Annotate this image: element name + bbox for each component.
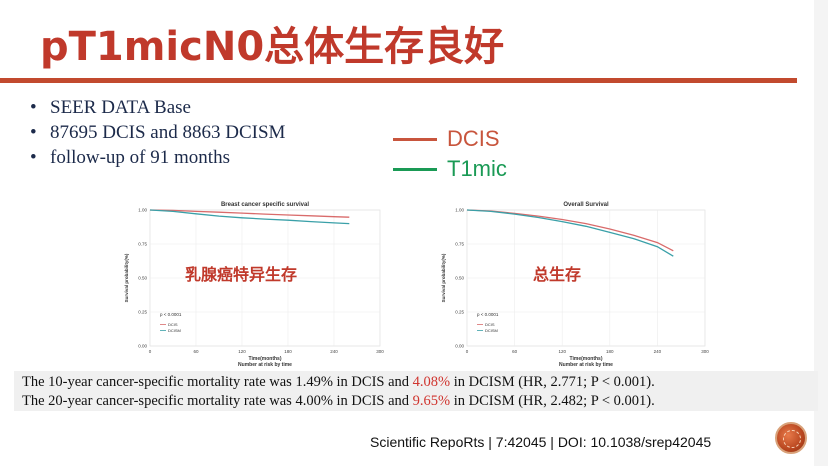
series-line-dcism (466, 209, 674, 257)
legend-label-dcis: DCIS (447, 126, 500, 151)
p-value-label: p < 0.0001 (477, 312, 499, 317)
citation: Scientific RepoRts | 7:42045 | DOI: 10.1… (370, 434, 712, 450)
mini-legend-label: DCISM (168, 328, 181, 333)
x-tick-label: 180 (284, 349, 292, 354)
x-tick-label: 240 (330, 349, 338, 354)
risk-table-label: Number at risk by time (559, 362, 613, 368)
y-axis-label: Survival probability(%) (124, 253, 129, 302)
mini-legend-label: DCIS (168, 322, 178, 327)
chart-caption-os: 总生存 (533, 265, 582, 284)
x-axis-label: Time(months) (249, 356, 282, 362)
slide-edge (814, 0, 828, 466)
big-legend: DCIS T1mic (393, 124, 507, 184)
footer-box (14, 371, 818, 411)
x-axis-label: Time(months) (570, 356, 603, 362)
x-tick-label: 120 (238, 349, 246, 354)
x-tick-label: 180 (606, 349, 614, 354)
mini-legend-label: DCIS (485, 322, 495, 327)
chart-bcss: 0 60 120 180 240 300 0.00 0.25 0.50 0.75 1.00 Breas… (124, 202, 384, 368)
bullet-item: follow-up of 91 months (30, 145, 285, 170)
legend-swatch-t1mic (393, 167, 437, 171)
footer-text: The 20-year cancer-specific mortality ra… (22, 393, 413, 409)
footer-text: The 10-year cancer-specific mortality ra… (22, 374, 413, 390)
y-axis-label: Survival probability(%) (441, 253, 446, 302)
emblem-icon (775, 422, 807, 454)
chart-title: Overall Survival (563, 202, 609, 208)
slide-title: pT1micN0总体生存良好 (40, 24, 505, 70)
bullet-item: SEER DATA Base (30, 95, 285, 120)
x-tick-label: 0 (149, 349, 152, 354)
x-tick-label: 300 (376, 349, 384, 354)
x-tick-label: 300 (701, 349, 709, 354)
chart-os: 0 60 120 180 240 300 0.00 0.25 0.50 0.75 1.00 Overa… (441, 202, 709, 368)
y-tick-label: 1.00 (138, 208, 147, 213)
y-tick-label: 0.50 (138, 276, 147, 281)
y-tick-label: 0.50 (455, 276, 464, 281)
x-tick-label: 240 (654, 349, 662, 354)
footer-highlight: 9.65% (412, 393, 451, 409)
mini-legend-label: DCISM (485, 328, 498, 333)
y-tick-label: 0.75 (138, 242, 147, 247)
y-tick-label: 0.75 (455, 242, 464, 247)
risk-table-label: Number at risk by time (238, 362, 292, 368)
x-tick-label: 60 (193, 349, 199, 354)
series-line-dcism (149, 209, 350, 225)
title-divider (0, 78, 797, 83)
legend-swatch-dcis (393, 137, 437, 141)
footer-text: in DCISM (HR, 2.482; P < 0.001). (450, 393, 655, 409)
chart-caption-bcss: 乳腺癌特异生存 (185, 265, 298, 284)
p-value-label: p < 0.0001 (160, 312, 182, 317)
x-tick-label: 0 (466, 349, 469, 354)
legend-entry-t1mic: T1mic (393, 154, 507, 184)
footer-line-1: The 10-year cancer-specific mortality ra… (22, 374, 655, 391)
footer-line-2: The 20-year cancer-specific mortality ra… (22, 393, 655, 410)
y-tick-label: 0.25 (455, 310, 464, 315)
x-tick-label: 60 (512, 349, 518, 354)
bullet-list: SEER DATA Base 87695 DCIS and 8863 DCISM… (30, 95, 285, 170)
series-line-dcis (149, 209, 350, 218)
footer-highlight: 4.08% (412, 374, 451, 390)
x-tick-label: 120 (558, 349, 566, 354)
y-tick-label: 1.00 (455, 208, 464, 213)
bullet-item: 87695 DCIS and 8863 DCISM (30, 120, 285, 145)
chart-title: Breast cancer specific survival (221, 202, 309, 208)
footer-text: in DCISM (HR, 2.771; P < 0.001). (450, 374, 655, 390)
y-tick-label: 0.00 (138, 344, 147, 349)
y-tick-label: 0.25 (138, 310, 147, 315)
y-tick-label: 0.00 (455, 344, 464, 349)
legend-entry-dcis: DCIS (393, 124, 507, 154)
legend-label-t1mic: T1mic (447, 156, 507, 181)
